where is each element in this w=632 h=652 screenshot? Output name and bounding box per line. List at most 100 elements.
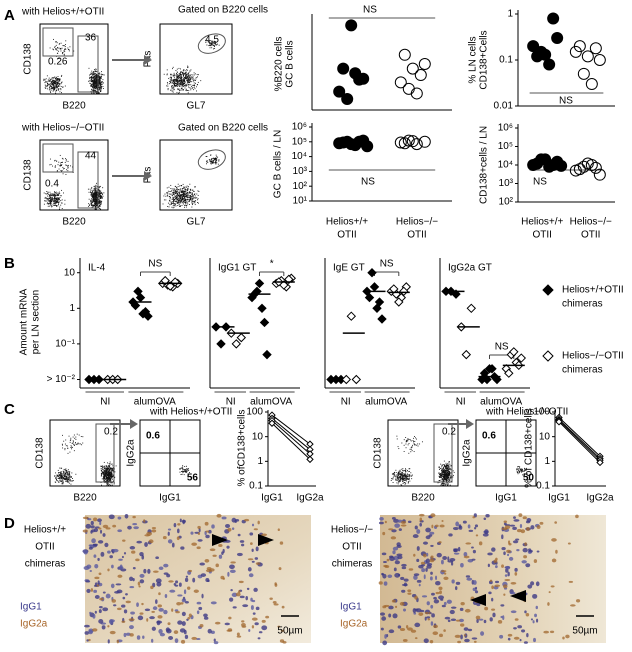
event-dot (90, 191, 91, 192)
stain-blue (399, 528, 402, 531)
event-dot (181, 90, 182, 91)
x-tick-label: NI (341, 397, 351, 408)
stain-blue (252, 524, 254, 527)
event-dot (173, 88, 174, 89)
stain-blue (484, 517, 487, 520)
significance: NS (148, 259, 162, 270)
event-dot (107, 469, 108, 470)
stain-blue (109, 555, 113, 558)
event-dot (180, 82, 181, 83)
event-dot (447, 477, 448, 478)
stain-blue (252, 561, 255, 563)
event-dot (181, 191, 182, 192)
event-dot (111, 475, 112, 476)
stain-brown (158, 604, 162, 607)
significance: NS (361, 177, 375, 188)
stain-blue (124, 609, 127, 613)
event-dot (92, 75, 93, 76)
event-dot (182, 472, 183, 473)
stain-blue (473, 580, 477, 585)
event-dot (190, 84, 191, 85)
event-dot (58, 204, 59, 205)
stain-blue (447, 600, 452, 604)
stain-blue (451, 562, 453, 566)
event-dot (412, 450, 413, 451)
event-dot (61, 92, 62, 93)
event-dot (183, 201, 184, 202)
event-dot (61, 75, 62, 76)
event-dot (187, 189, 188, 190)
group-label: OTII (337, 230, 356, 241)
event-dot (64, 475, 65, 476)
stain-blue (149, 616, 155, 619)
event-dot (57, 86, 58, 87)
event-dot (399, 481, 400, 482)
event-dot (46, 201, 47, 202)
stain-blue (211, 601, 217, 604)
event-dot (96, 199, 97, 200)
event-dot (66, 160, 67, 161)
stain-blue (247, 588, 250, 590)
event-dot (60, 165, 61, 166)
event-dot (92, 196, 93, 197)
event-dot (104, 462, 105, 463)
event-dot (402, 481, 403, 482)
event-dot (66, 445, 67, 446)
event-dot (184, 205, 185, 206)
event-dot (446, 467, 447, 468)
event-dot (49, 198, 50, 199)
event-dot (188, 90, 189, 91)
data-dot (574, 164, 585, 175)
event-dot (401, 476, 402, 477)
stain-blue (97, 518, 102, 522)
stain-brown (278, 528, 280, 531)
event-dot (182, 465, 183, 466)
y-tick-label: 10² (499, 197, 514, 208)
event-dot (59, 207, 60, 208)
event-dot (96, 200, 97, 201)
data-dot (354, 74, 365, 85)
event-dot (187, 67, 188, 68)
event-dot (103, 476, 104, 477)
stain-brown (163, 536, 167, 539)
stain-blue (85, 631, 89, 635)
data-dot (594, 55, 605, 66)
event-dot (93, 198, 94, 199)
stain-blue (468, 524, 471, 528)
event-dot (57, 475, 58, 476)
stain-brown (106, 527, 111, 529)
event-dot (452, 477, 453, 478)
event-dot (58, 88, 59, 89)
event-dot (171, 79, 172, 80)
event-dot (55, 41, 56, 42)
event-dot (187, 90, 188, 91)
event-dot (409, 471, 410, 472)
data-diamond (263, 351, 271, 359)
stain-blue (237, 553, 243, 556)
event-dot (90, 73, 91, 74)
event-dot (192, 203, 193, 204)
event-dot (195, 83, 196, 84)
event-dot (53, 39, 54, 40)
event-dot (189, 87, 190, 88)
event-dot (443, 485, 444, 486)
stain-blue (152, 627, 156, 631)
stain-blue (158, 608, 163, 612)
event-dot (185, 189, 186, 190)
event-dot (414, 436, 415, 437)
arrow-head (130, 419, 138, 429)
event-dot (50, 89, 51, 90)
stain-blue (208, 629, 212, 634)
event-dot (178, 85, 179, 86)
event-dot (446, 470, 447, 471)
group-label: Helios−/− (570, 217, 612, 228)
event-dot (59, 43, 60, 44)
event-dot (48, 206, 49, 207)
event-dot (193, 89, 194, 90)
stain-brown (158, 592, 161, 595)
event-dot (399, 471, 400, 472)
event-dot (173, 198, 174, 199)
event-dot (177, 188, 178, 189)
stain-blue (164, 572, 169, 575)
event-dot (58, 83, 59, 84)
